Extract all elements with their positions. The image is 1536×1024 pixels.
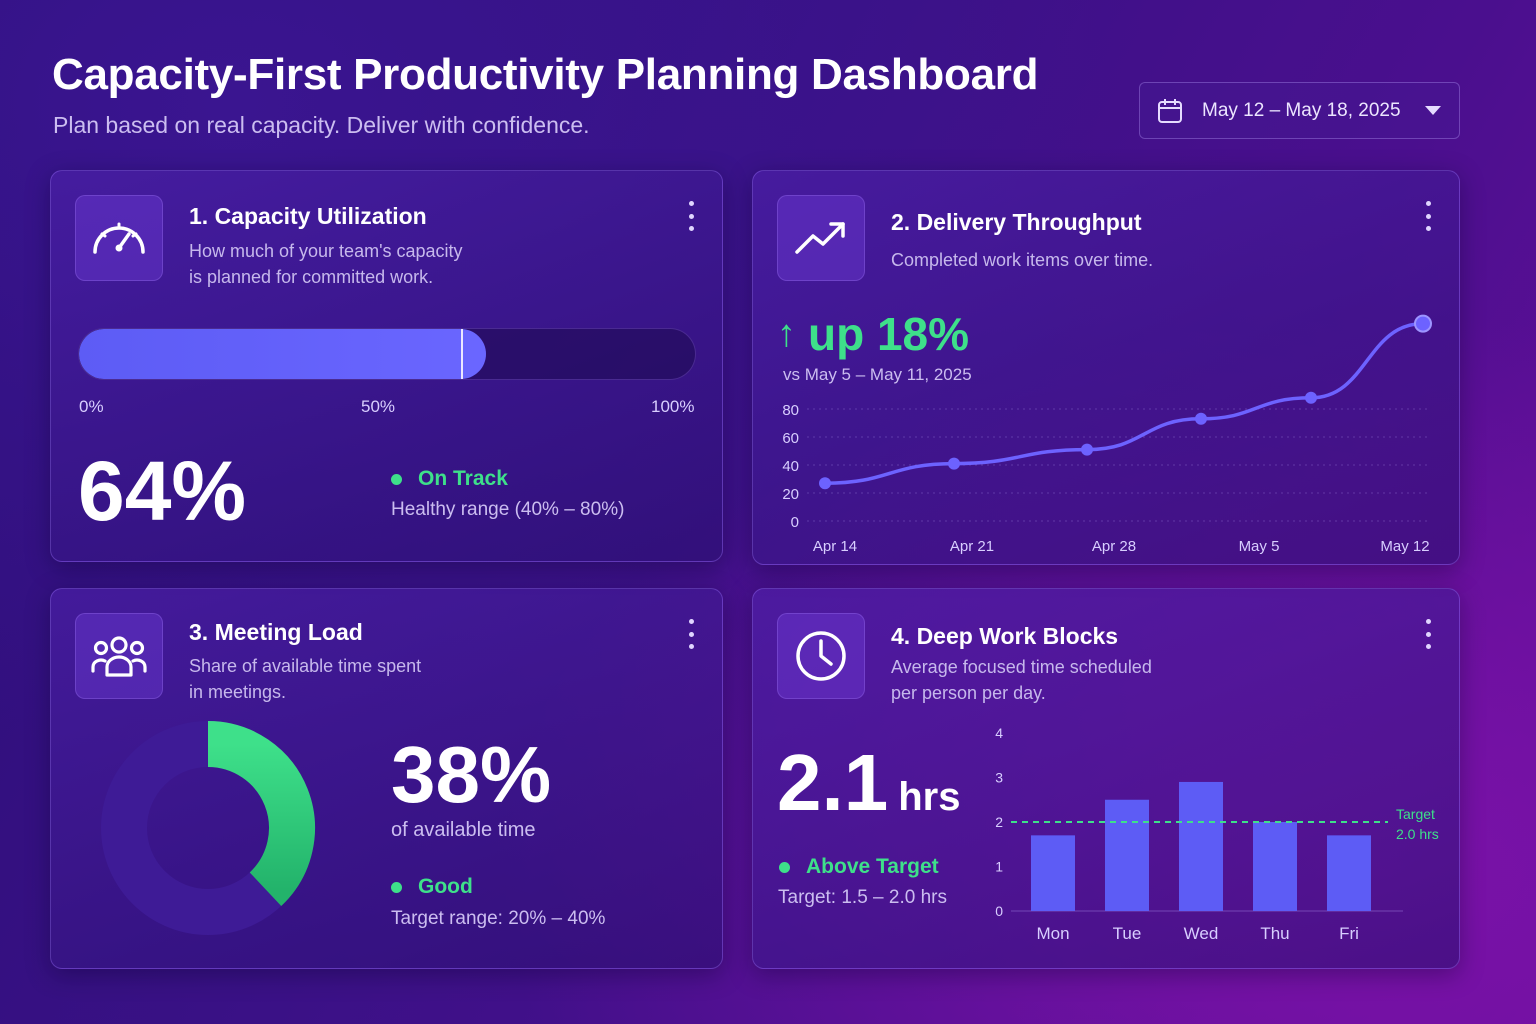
status-label: Above Target: [806, 855, 939, 878]
y-tick-label: 0: [995, 903, 1003, 919]
status-dot-icon: [391, 881, 402, 893]
x-tick-label: Thu: [1260, 924, 1289, 943]
date-range-picker[interactable]: May 12 – May 18, 2025: [1139, 82, 1460, 139]
page-subtitle: Plan based on real capacity. Deliver wit…: [53, 112, 590, 138]
more-options-icon[interactable]: [1423, 201, 1433, 231]
scale-label-50: 50%: [361, 397, 396, 416]
status-badge: On Track: [391, 467, 508, 491]
people-icon: [75, 613, 163, 699]
card-description-line: per person per day.: [891, 683, 1046, 703]
calendar-icon: [1158, 98, 1182, 123]
deep-work-number: 2.1: [777, 738, 889, 827]
deep-work-blocks-card: 4. Deep Work Blocks Average focused time…: [752, 588, 1460, 969]
meeting-load-card: 3. Meeting Load Share of available time …: [50, 588, 723, 969]
meeting-load-caption: of available time: [391, 819, 536, 841]
y-tick-label: 4: [995, 725, 1003, 741]
card-title: 1. Capacity Utilization: [189, 203, 427, 229]
more-options-icon[interactable]: [686, 619, 696, 649]
y-tick-label: 3: [995, 770, 1003, 786]
card-description-line: is planned for committed work.: [189, 267, 434, 287]
more-options-icon[interactable]: [686, 201, 696, 231]
deep-work-bar-chart: 0 1 2 3 4 Mon Tue Wed Thu Fri Target 2.0 hrs: [995, 725, 1439, 943]
date-range-label: May 12 – May 18, 2025: [1202, 99, 1401, 121]
data-point: [1305, 391, 1317, 404]
y-tick-label: 2: [995, 814, 1003, 830]
target-label: 2.0 hrs: [1396, 826, 1439, 842]
capacity-value: 64%: [78, 444, 247, 538]
series-line: [824, 321, 1424, 485]
status-label: Good: [418, 875, 473, 898]
x-tick-label: Mon: [1036, 924, 1069, 943]
x-tick-label: Fri: [1339, 924, 1359, 943]
x-tick-label: Tue: [1113, 924, 1142, 943]
deep-work-value: 2.1 hrs: [777, 737, 960, 829]
bar: [1179, 781, 1223, 911]
page-title: Capacity-First Productivity Planning Das…: [52, 50, 1039, 99]
y-tick-label: 80: [782, 402, 799, 419]
x-tick-label: May 5: [1239, 538, 1280, 555]
card-description: Share of available time spent in meeting…: [189, 653, 421, 705]
trend-indicator: ↑ up 18%: [777, 307, 969, 361]
y-tick-label: 1: [995, 859, 1003, 875]
bar: [1327, 835, 1371, 911]
scale-label-0: 0%: [79, 397, 104, 416]
chevron-down-icon: [1425, 106, 1441, 115]
delivery-throughput-card: 2. Delivery Throughput Completed work it…: [752, 170, 1460, 565]
x-tick-label: Wed: [1184, 924, 1219, 943]
donut-slice-meetings: [207, 721, 315, 906]
status-detail: Target: 1.5 – 2.0 hrs: [778, 887, 947, 908]
card-description: How much of your team's capacity is plan…: [189, 238, 463, 290]
card-title: 2. Delivery Throughput: [891, 209, 1142, 235]
card-description-line: Share of available time spent: [189, 656, 422, 676]
data-point: [1414, 314, 1432, 333]
trend-comparison: vs May 5 – May 11, 2025: [783, 365, 972, 384]
card-title: 4. Deep Work Blocks: [891, 623, 1119, 649]
speedometer-icon: [75, 195, 163, 281]
status-badge: Good: [391, 875, 473, 899]
status-dot-icon: [391, 473, 402, 485]
status-dot-icon: [779, 861, 790, 873]
capacity-progress-marker: [460, 329, 463, 379]
x-tick-label: Apr 21: [950, 538, 994, 555]
capacity-progress-fill: [79, 329, 486, 379]
target-label: Target: [1396, 806, 1435, 822]
x-tick-label: Apr 14: [813, 538, 857, 555]
card-description: Average focused time scheduled per perso…: [891, 654, 1152, 706]
data-point: [819, 477, 831, 490]
card-description-line: Average focused time scheduled: [891, 657, 1152, 677]
status-detail: Target range: 20% – 40%: [391, 908, 606, 929]
status-label: On Track: [418, 467, 508, 490]
throughput-line-chart: 0 20 40 60 80 Apr 14 Apr 21 Apr 28 May 5 May 12: [782, 314, 1432, 555]
data-point: [948, 457, 960, 470]
data-point: [1081, 443, 1093, 456]
more-options-icon[interactable]: [1423, 619, 1433, 649]
x-tick-label: May 12: [1380, 538, 1429, 555]
card-description-line: in meetings.: [189, 682, 287, 702]
y-tick-label: 20: [782, 486, 799, 503]
bar: [1253, 822, 1297, 911]
capacity-utilization-card: 1. Capacity Utilization How much of your…: [50, 170, 723, 562]
trend-value: up 18%: [808, 308, 970, 360]
scale-label-100: 100%: [651, 397, 695, 416]
card-description: Completed work items over time.: [891, 250, 1154, 270]
trending-up-icon: [777, 195, 865, 281]
data-point: [1195, 412, 1207, 425]
card-description-line: How much of your team's capacity: [189, 241, 463, 261]
y-tick-label: 60: [782, 430, 799, 447]
capacity-progress-bar: [78, 328, 696, 380]
meeting-load-value: 38%: [391, 730, 552, 819]
clock-icon: [777, 613, 865, 699]
meeting-load-donut-chart: [101, 721, 315, 935]
arrow-up-icon: ↑: [777, 312, 796, 355]
card-title: 3. Meeting Load: [189, 619, 363, 645]
status-detail: Healthy range (40% – 80%): [391, 499, 625, 520]
y-tick-label: 40: [782, 458, 799, 475]
status-badge: Above Target: [779, 855, 939, 879]
bar: [1031, 835, 1075, 911]
x-tick-label: Apr 28: [1092, 538, 1136, 555]
y-tick-label: 0: [791, 514, 799, 531]
bar: [1105, 799, 1149, 911]
deep-work-unit: hrs: [898, 775, 961, 819]
